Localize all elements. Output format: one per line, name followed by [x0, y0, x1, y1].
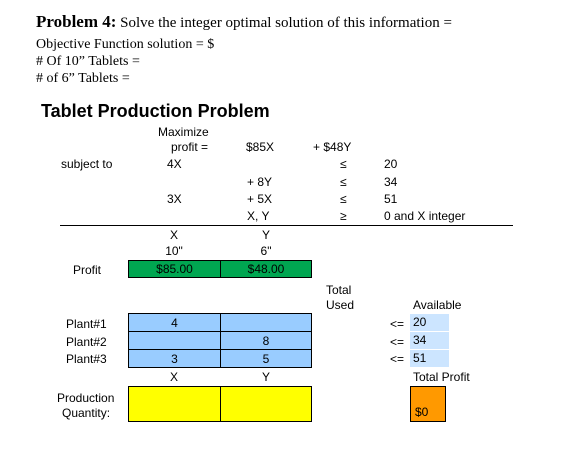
production-y-input[interactable]: [220, 386, 312, 422]
available-label: Available: [413, 298, 462, 312]
production-label-2: Quantity:: [62, 406, 111, 420]
plant-2-y-cell[interactable]: 8: [220, 331, 312, 350]
problem-heading: Problem 4: Solve the integer optimal sol…: [36, 12, 452, 32]
size-x-label: 10": [165, 244, 183, 258]
profit-x-value: $85.00: [156, 262, 193, 276]
profit-y-cell[interactable]: $48.00: [220, 260, 312, 278]
constraint-2-rhs: 34: [384, 175, 398, 189]
total-profit-value: $0: [415, 405, 429, 419]
total-profit-label: Total Profit: [413, 370, 470, 384]
foot-y-label: Y: [261, 370, 270, 384]
foot-x-label: X: [169, 370, 178, 384]
var-x-header: X: [169, 228, 178, 242]
plant-3-y-cell[interactable]: 5: [220, 349, 312, 368]
plant-1-available[interactable]: 20: [410, 314, 449, 331]
plant-3-x-value: 3: [171, 351, 178, 366]
plant-2-y-value: 8: [262, 333, 270, 348]
constraint-1-sign: ≤: [340, 157, 347, 171]
size-y-label: 6": [260, 244, 272, 258]
plant-2-label: Plant#2: [66, 335, 107, 349]
plant-2-available[interactable]: 34: [410, 332, 449, 349]
total-profit-cell[interactable]: $0: [410, 386, 446, 422]
constraint-2-y: + 8Y: [247, 175, 273, 189]
production-x-input[interactable]: [128, 386, 221, 422]
var-y-header: Y: [261, 228, 270, 242]
objective-y: + $48Y: [313, 140, 352, 154]
constraint-3-x: 3X: [167, 192, 182, 206]
objective-line: Objective Function solution = $: [36, 37, 215, 52]
profit-x-cell[interactable]: $85.00: [128, 260, 221, 278]
objective-x: $85X: [246, 140, 275, 154]
plant-3-label: Plant#3: [66, 352, 107, 366]
profit-eq-label: profit =: [171, 140, 209, 154]
production-label-1: Production: [57, 391, 115, 405]
plant-3-available[interactable]: 51: [410, 350, 449, 367]
plant-1-x-value: 4: [171, 315, 178, 330]
constraint-1-rhs: 20: [384, 157, 398, 171]
problem-text: Solve the integer optimal solution of th…: [120, 15, 452, 31]
sheet-title: Tablet Production Problem: [41, 101, 270, 121]
maximize-label: Maximize: [158, 125, 209, 139]
plant-1-op: <=: [390, 317, 405, 331]
plant-1-y-cell[interactable]: [220, 313, 312, 332]
constraint-4-rhs: 0 and X integer: [384, 209, 466, 223]
plant-3-op: <=: [390, 352, 405, 366]
plant-1-label: Plant#1: [66, 317, 107, 331]
plant-2-op: <=: [390, 335, 405, 349]
constraint-1-x: 4X: [167, 157, 182, 171]
constraint-4-sign: ≥: [340, 209, 347, 223]
problem-label: Problem 4:: [36, 12, 117, 31]
total-used-label-1: Total: [326, 283, 352, 297]
constraint-3-rhs: 51: [384, 192, 398, 206]
tablets-6-line: # of 6” Tablets =: [36, 71, 130, 86]
constraint-4-vars: X, Y: [247, 209, 270, 223]
plant-3-y-value: 5: [262, 351, 270, 366]
constraint-2-sign: ≤: [340, 175, 347, 189]
constraint-3-y: + 5X: [247, 192, 273, 206]
tablets-10-line: # Of 10” Tablets =: [36, 54, 140, 69]
section-divider: [60, 225, 513, 226]
plant-1-x-cell[interactable]: 4: [128, 313, 221, 332]
profit-row-label: Profit: [73, 263, 102, 277]
subject-to-label: subject to: [61, 157, 113, 171]
plant-3-x-cell[interactable]: 3: [128, 349, 221, 368]
total-used-label-2: Used: [326, 298, 355, 312]
profit-y-value: $48.00: [247, 262, 285, 276]
plant-2-x-cell[interactable]: [128, 331, 221, 350]
constraint-3-sign: ≤: [340, 192, 347, 206]
